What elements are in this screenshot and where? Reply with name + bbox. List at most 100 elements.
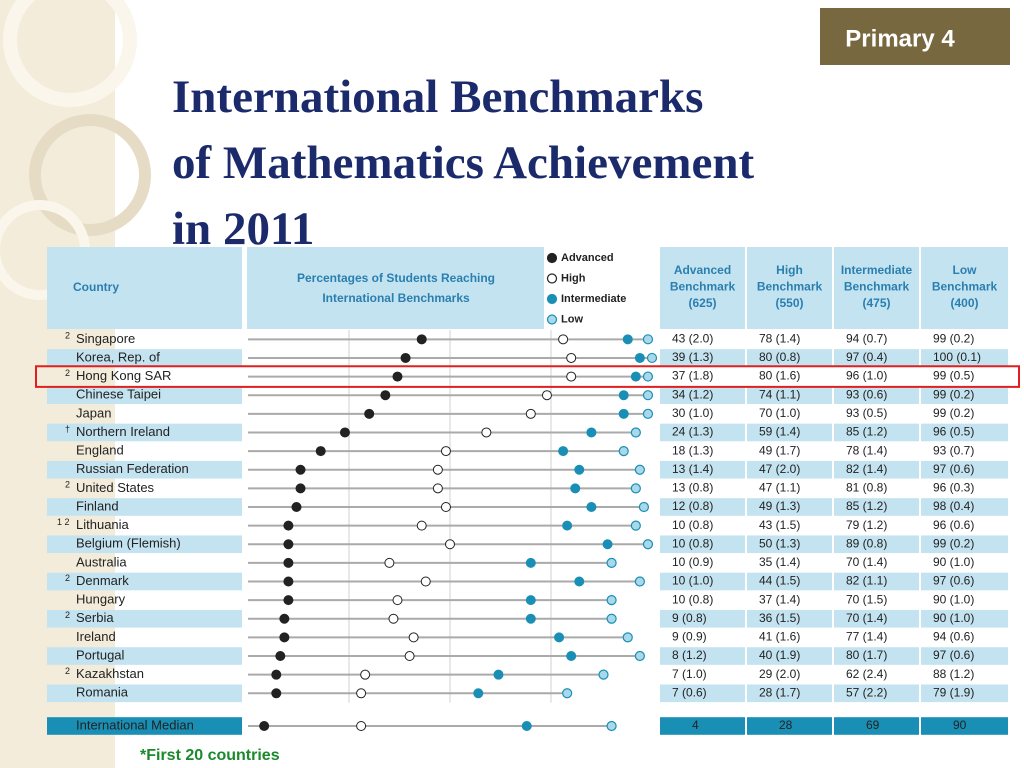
benchmark-value: 100 (0.1) (933, 350, 981, 364)
benchmark-dot (606, 720, 617, 732)
column-header: (625) (688, 296, 716, 310)
benchmark-dot (388, 613, 399, 624)
benchmark-value: 9 (0.8) (672, 611, 707, 625)
benchmark-value: 90 (1.0) (933, 592, 974, 606)
column-header: (475) (862, 296, 890, 310)
row-bg (921, 684, 1008, 703)
benchmark-dot (275, 651, 286, 662)
benchmark-value: 80 (1.6) (759, 369, 800, 383)
row-note: 2 (65, 666, 70, 676)
row-note: 2 (65, 610, 70, 620)
benchmark-dot (315, 446, 326, 457)
legend-marker (546, 314, 558, 325)
row-bg (834, 717, 919, 735)
column-header: (550) (775, 296, 803, 310)
benchmark-dot (432, 483, 443, 494)
column-header: Benchmark (670, 280, 736, 294)
row-bg (834, 349, 919, 367)
benchmark-value: 93 (0.6) (846, 387, 887, 401)
row-bg (660, 498, 745, 516)
row-bg (47, 684, 242, 703)
benchmark-dot (622, 632, 633, 643)
benchmark-dot (630, 483, 641, 494)
benchmark-dot (602, 539, 613, 550)
benchmark-value: 49 (1.7) (759, 443, 800, 457)
benchmark-value: 37 (1.8) (672, 369, 713, 383)
benchmark-dot (420, 576, 431, 587)
benchmark-dot (642, 334, 654, 345)
benchmark-value: 74 (1.1) (759, 387, 800, 401)
benchmark-dot (642, 390, 654, 401)
benchmark-value: 18 (1.3) (672, 443, 713, 457)
benchmark-dot (360, 669, 371, 680)
benchmark-value: 93 (0.5) (846, 406, 887, 420)
legend-marker (546, 252, 558, 264)
benchmark-value: 36 (1.5) (759, 611, 800, 625)
column-header: Benchmark (757, 280, 823, 294)
row-bg (747, 349, 832, 367)
title-line: of Mathematics Achievement (172, 137, 754, 189)
dot-header: Percentages of Students Reaching (297, 271, 495, 285)
row-bg (47, 572, 242, 591)
row-bg (834, 460, 919, 479)
header-bg (47, 247, 242, 329)
benchmark-value: 43 (1.5) (759, 518, 800, 532)
row-bg (834, 609, 919, 628)
legend-marker (546, 273, 558, 284)
country-name: Romania (76, 685, 129, 700)
benchmark-dot (408, 632, 419, 643)
benchmark-dot (622, 334, 633, 345)
benchmark-value: 24 (1.3) (672, 425, 713, 439)
benchmark-value: 8 (1.2) (672, 648, 707, 662)
benchmark-value: 97 (0.6) (933, 648, 974, 662)
benchmark-dot (416, 334, 427, 345)
legend-box (544, 247, 652, 329)
row-bg (660, 386, 745, 405)
row-note: 2 (65, 331, 70, 341)
benchmark-value: 9 (0.9) (672, 630, 707, 644)
benchmark-value: 50 (1.3) (759, 536, 800, 550)
benchmark-dot (400, 352, 411, 363)
benchmark-dot (606, 613, 617, 624)
benchmark-dot (416, 520, 427, 531)
column-header: (400) (950, 296, 978, 310)
benchmark-value: 7 (1.0) (672, 667, 707, 681)
benchmark-value: 12 (0.8) (672, 499, 713, 513)
row-bg (921, 717, 1008, 735)
benchmark-dot (392, 595, 403, 606)
benchmark-value: 99 (0.2) (933, 387, 974, 401)
benchmark-value: 90 (1.0) (933, 611, 974, 625)
benchmark-value: 35 (1.4) (759, 555, 800, 569)
decor-circle (29, 114, 151, 236)
legend-label: Intermediate (561, 293, 626, 305)
benchmark-dot (554, 632, 565, 643)
benchmark-dot (562, 520, 573, 531)
row-bg (47, 535, 242, 554)
benchmark-value: 82 (1.4) (846, 462, 887, 476)
benchmark-value: 97 (0.6) (933, 574, 974, 588)
row-bg (47, 349, 242, 367)
row-bg (47, 498, 242, 516)
benchmark-dot (356, 688, 367, 699)
benchmark-dot (279, 632, 290, 643)
benchmark-value: 82 (1.1) (846, 574, 887, 588)
column-header: Advanced (674, 263, 731, 277)
country-name: Ireland (76, 629, 116, 644)
benchmark-value: 70 (1.5) (846, 592, 887, 606)
benchmark-dot (646, 352, 658, 364)
benchmark-dot (481, 427, 492, 438)
title-line: in 2011 (172, 203, 314, 255)
benchmark-value: 85 (1.2) (846, 499, 887, 513)
benchmark-dot (295, 483, 306, 494)
benchmark-dot (521, 721, 532, 731)
row-bg (660, 609, 745, 628)
benchmark-value: 47 (1.1) (759, 481, 800, 495)
benchmark-dot (283, 539, 294, 550)
benchmark-value: 49 (1.3) (759, 499, 800, 513)
badge: Primary 4 (845, 25, 955, 52)
benchmark-dot (558, 446, 569, 457)
row-bg (47, 609, 242, 628)
benchmark-value: 94 (0.7) (846, 331, 887, 345)
row-note: † (65, 424, 70, 434)
